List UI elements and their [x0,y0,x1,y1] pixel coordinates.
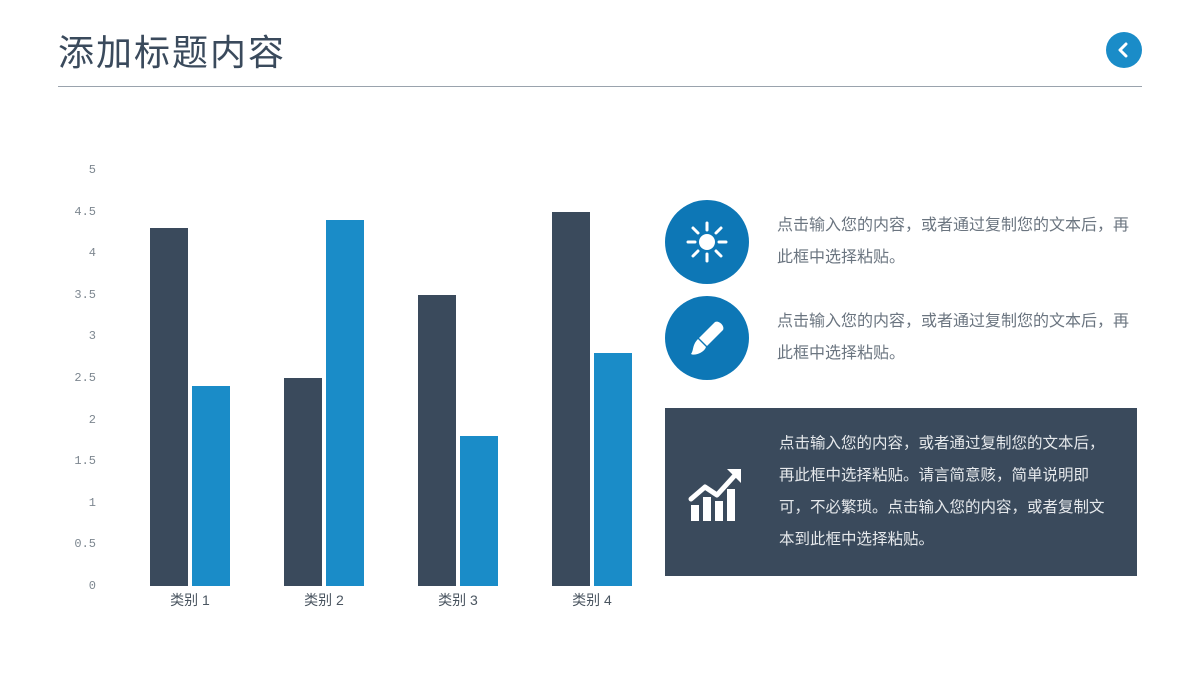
chart-bar [284,378,322,586]
callout-panel: 点击输入您的内容，或者通过复制您的文本后，再此框中选择粘贴。请言简意赅，简单说明… [665,408,1137,576]
chart-bar [150,228,188,586]
x-tick: 类别 1 [170,590,210,610]
bar-chart: 00.511.522.533.544.55 类别 1类别 2类别 3类别 4 [70,170,630,610]
y-tick: 0.5 [74,537,96,551]
bullet-list: 点击输入您的内容，或者通过复制您的文本后，再此框中选择粘贴。 点击输入您的内容，… [665,200,1135,392]
header-rule [58,86,1142,87]
header: 添加标题内容 [58,24,1142,76]
chart-bar [192,386,230,586]
chart-bar [594,353,632,586]
chart-bar [552,212,590,586]
x-axis: 类别 1 类别 2 类别 3 类别 4 [104,590,630,610]
chart-bar [460,436,498,586]
bullet-item: 点击输入您的内容，或者通过复制您的文本后，再此框中选择粘贴。 [665,296,1135,380]
bullet-item: 点击输入您的内容，或者通过复制您的文本后，再此框中选择粘贴。 [665,200,1135,284]
y-tick: 0 [89,579,96,593]
chart-bar [418,295,456,586]
y-tick: 1 [89,496,96,510]
y-tick: 1.5 [74,454,96,468]
y-axis: 00.511.522.533.544.55 [70,170,100,586]
x-tick: 类别 2 [304,590,344,610]
plot-area [104,170,630,586]
brush-icon [665,296,749,380]
y-tick: 3 [89,329,96,343]
y-tick: 3.5 [74,288,96,302]
x-tick: 类别 3 [438,590,478,610]
sun-icon [665,200,749,284]
y-tick: 4 [89,246,96,260]
page-title: 添加标题内容 [58,24,286,76]
bullet-text: 点击输入您的内容，或者通过复制您的文本后，再此框中选择粘贴。 [777,210,1135,274]
callout-text: 点击输入您的内容，或者通过复制您的文本后，再此框中选择粘贴。请言简意赅，简单说明… [779,428,1109,555]
chevron-left-icon [1116,42,1132,58]
y-tick: 5 [89,163,96,177]
back-button[interactable] [1106,32,1142,68]
y-tick: 2 [89,413,96,427]
chart-bar [326,220,364,586]
y-tick: 4.5 [74,205,96,219]
x-tick: 类别 4 [572,590,612,610]
growth-chart-icon [681,453,759,531]
y-tick: 2.5 [74,371,96,385]
bullet-text: 点击输入您的内容，或者通过复制您的文本后，再此框中选择粘贴。 [777,306,1135,370]
